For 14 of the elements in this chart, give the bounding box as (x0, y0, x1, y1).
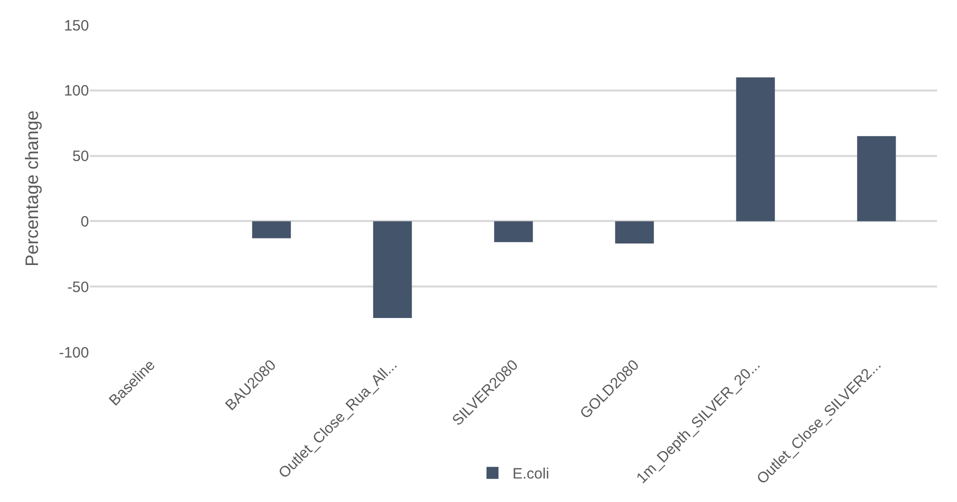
bar (615, 221, 654, 244)
bar (857, 136, 896, 222)
y-tick-label: 150 (64, 17, 89, 34)
y-tick-label: -50 (67, 278, 89, 296)
bar (736, 77, 775, 222)
bar (373, 221, 412, 318)
legend-label: E.coli (512, 466, 550, 483)
bar (494, 221, 533, 242)
y-tick-label: 0 (80, 213, 89, 230)
bar (252, 221, 291, 238)
y-tick-label: -100 (58, 344, 89, 362)
y-axis-title: Percentage change (22, 110, 42, 267)
y-tick-label: 50 (72, 148, 89, 166)
y-tick-label: 100 (64, 82, 89, 100)
